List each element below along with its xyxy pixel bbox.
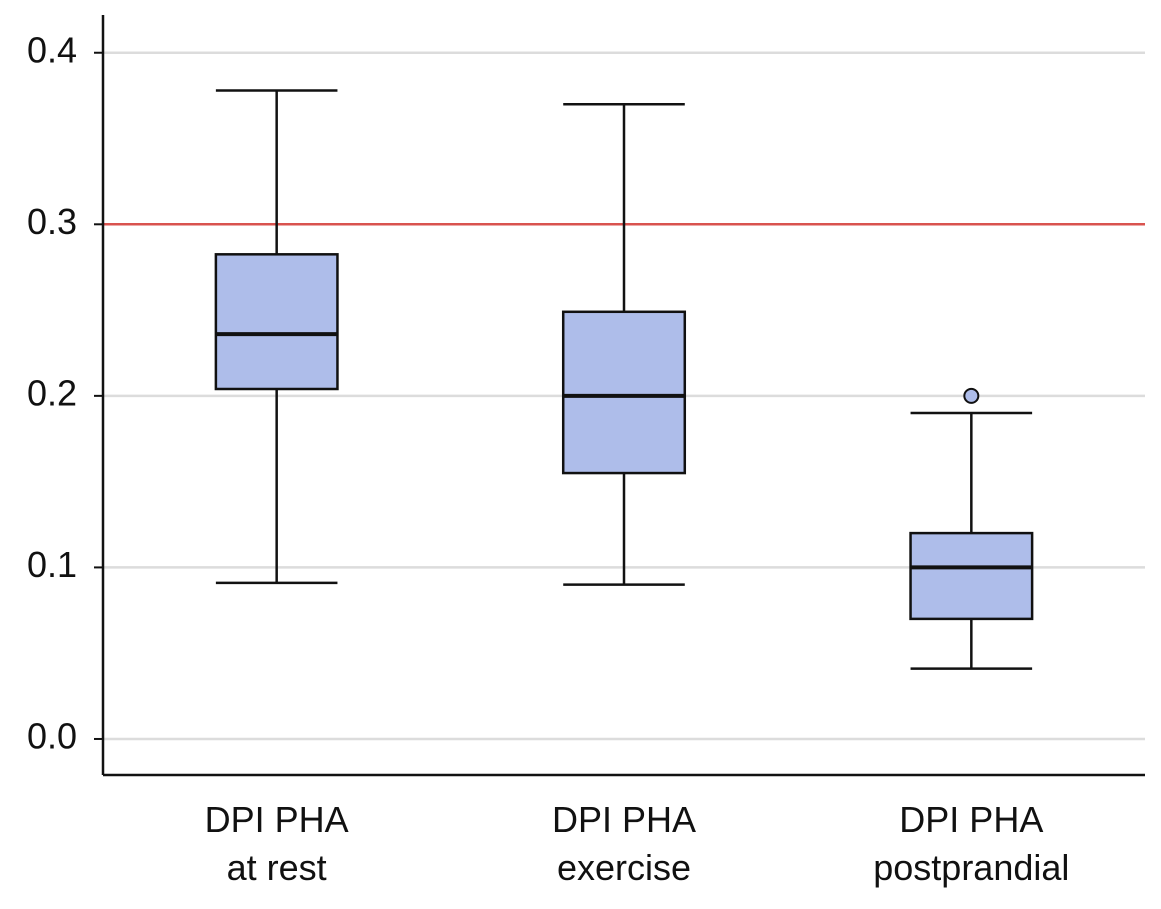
- x-tick-label: DPI PHA exercise: [551, 799, 697, 888]
- outlier: [963, 387, 980, 404]
- y-tick-label: 0.3: [27, 201, 77, 242]
- y-tick-label: 0.4: [27, 29, 77, 70]
- x-tick-label: DPI PHA postprandial: [873, 799, 1070, 888]
- y-tick-label: 0.0: [27, 715, 77, 756]
- x-tick-label: DPI PHA at rest: [204, 799, 349, 888]
- y-tick-label: 0.2: [27, 372, 77, 413]
- box: [909, 531, 1034, 621]
- y-tick-label: 0.1: [27, 544, 77, 585]
- box: [561, 310, 687, 475]
- box: [214, 253, 339, 391]
